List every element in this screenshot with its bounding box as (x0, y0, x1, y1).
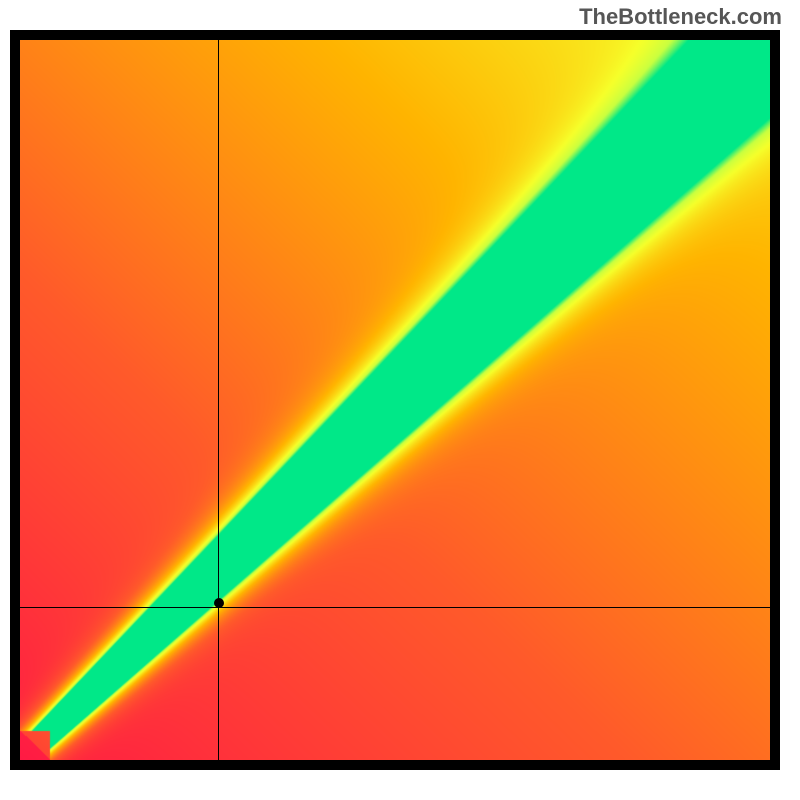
data-point (214, 598, 224, 608)
watermark-text: TheBottleneck.com (579, 4, 782, 30)
crosshair-horizontal (20, 607, 770, 608)
chart-frame (10, 30, 780, 770)
heatmap-canvas (20, 40, 770, 760)
heatmap-plot (20, 40, 770, 760)
crosshair-vertical (218, 40, 219, 760)
